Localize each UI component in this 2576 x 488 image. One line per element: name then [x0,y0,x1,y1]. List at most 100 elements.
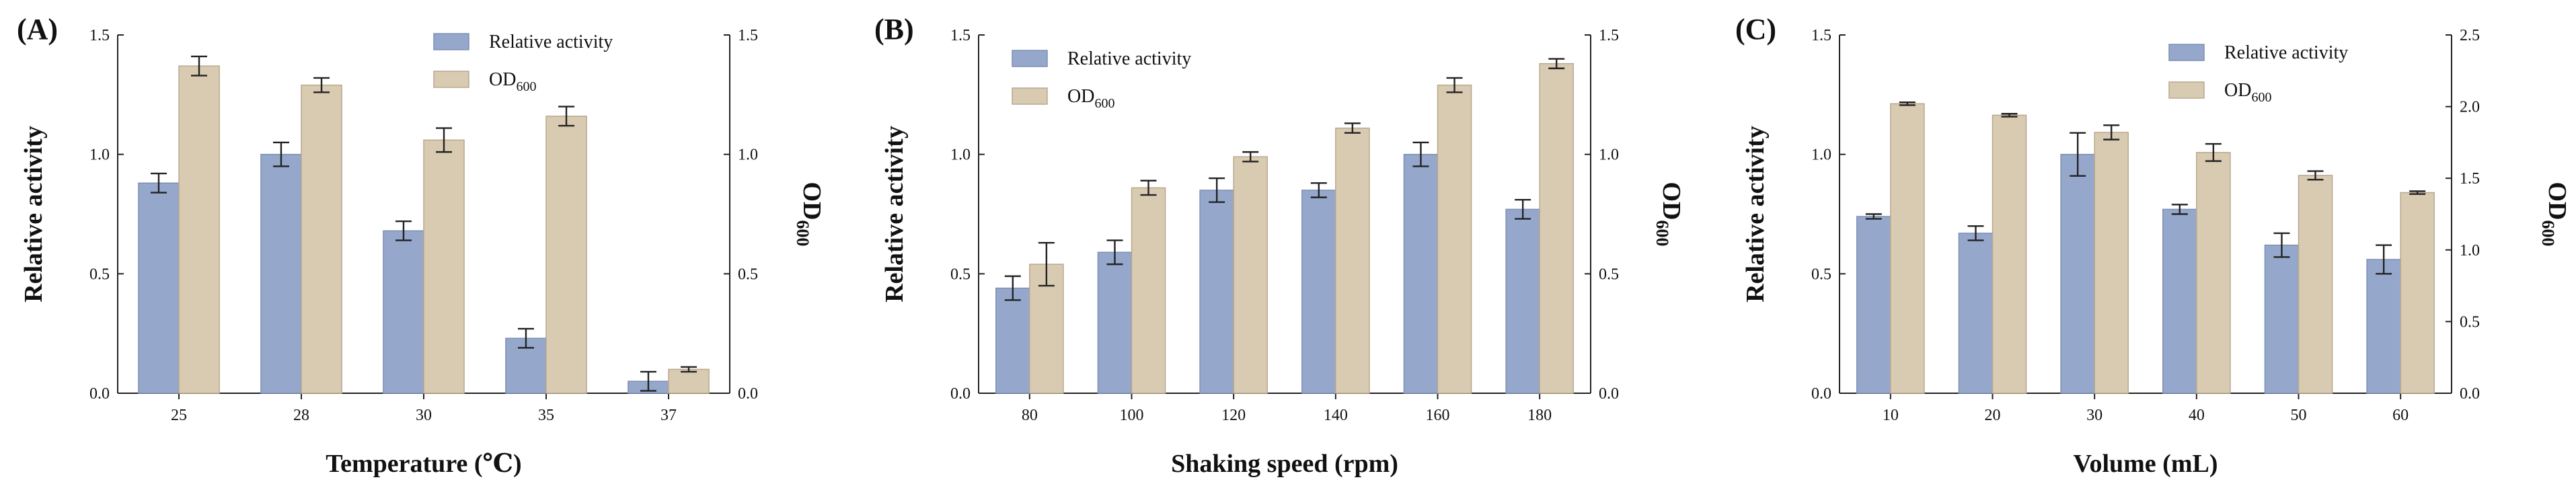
left-tick-label: 0.5 [1811,266,1831,283]
bar-relative-activity [2264,244,2300,394]
right-y-axis-label-main: OD [1657,182,1685,220]
legend-label-od600-sub: 600 [1094,96,1114,111]
x-tick-label: 140 [1324,407,1348,424]
left-tick-label: 0.5 [89,266,110,283]
bar-relative-activity [383,230,424,394]
error-bar-relative-activity [395,220,412,241]
x-tick-label: 40 [2189,407,2205,424]
legend-label-relative-activity: Relative activity [489,32,613,52]
right-tick-label: 0.5 [738,266,758,283]
error-bar-relative-activity [272,141,289,167]
right-tick-label: 0.5 [2460,313,2480,331]
right-tick-label: 1.5 [1599,27,1619,44]
error-bar-od600 [436,127,453,153]
legend-label-od600-main: OD [2224,80,2251,101]
error-bar-relative-activity [640,370,656,392]
x-tick-label: 28 [293,407,309,424]
legend: Relative activity OD600 [2168,42,2348,105]
bar-od600 [2298,175,2333,394]
bar-od600 [545,116,587,394]
x-tick-label: 25 [171,407,187,424]
legend-swatch-od600 [1012,87,1048,105]
legend-label-od600-main: OD [1067,86,1094,107]
error-bar-od600 [1038,241,1055,287]
x-tick-label: 80 [1022,407,1038,424]
legend-swatch-relative-activity [1012,50,1048,67]
right-y-axis-label-main: OD [798,182,826,220]
x-tick-label: 50 [2291,407,2307,424]
right-tick-label: 1.0 [2460,242,2480,259]
error-bar-relative-activity [1515,198,1531,220]
left-tick-label: 0.5 [950,266,971,283]
x-tick-label: 10 [1883,407,1899,424]
bar-relative-activity [1505,208,1540,394]
panel-label: (A) [17,13,58,46]
legend-label-relative-activity: Relative activity [2224,42,2348,63]
bar-relative-activity [1958,233,1994,394]
bar-od600 [1335,127,1370,394]
error-bar-od600 [1446,77,1463,93]
panel-label: (B) [874,13,914,46]
error-bar-relative-activity [2376,244,2392,275]
right-tick-label: 0.5 [1599,266,1619,283]
legend: Relative activity OD600 [433,32,613,94]
bar-od600 [2400,192,2435,394]
x-axis-label: Shaking speed (rpm) [1171,450,1398,478]
error-bar-od600 [191,55,208,77]
right-tick-label: 0.0 [738,385,758,403]
right-tick-label: 0.0 [2460,385,2480,403]
right-y-axis-label-sub: 600 [793,220,812,247]
left-tick-label: 0.0 [1811,385,1831,403]
error-bar-od600 [1242,151,1259,163]
left-tick-label: 1.5 [89,27,110,44]
right-tick-label: 2.0 [2460,99,2480,116]
bar-od600 [1437,84,1472,394]
error-bar-od600 [558,106,575,127]
x-tick-label: 160 [1426,407,1450,424]
left-y-axis-label: Relative activity [880,126,909,302]
right-y-axis-label: OD600 [2538,182,2571,247]
x-tick-label: 180 [1527,407,1552,424]
bar-od600 [1233,156,1268,394]
bar-od600 [301,84,342,394]
error-bar-relative-activity [2171,204,2188,215]
x-axis-label: Volume (mL) [2074,450,2218,478]
error-bar-od600 [2409,190,2426,195]
legend-label-od600: OD600 [2224,80,2271,105]
error-bar-od600 [681,366,697,373]
right-y-axis-label: OD600 [1653,182,1685,247]
right-y-axis-label: OD600 [793,182,826,247]
bar-relative-activity [1856,216,1891,394]
error-bar-relative-activity [517,327,534,349]
left-tick-label: 1.0 [89,147,110,164]
bar-od600 [668,368,710,394]
error-bar-od600 [1548,58,1565,69]
error-bar-od600 [1899,101,1916,106]
left-y-axis-label: Relative activity [20,126,48,302]
right-tick-label: 1.0 [1599,147,1619,164]
legend-label-relative-activity: Relative activity [1067,48,1191,69]
error-bar-relative-activity [1209,177,1225,203]
legend-swatch-relative-activity [433,33,469,50]
x-tick-label: 60 [2392,407,2409,424]
bar-relative-activity [2060,153,2095,394]
error-bar-relative-activity [1004,275,1021,301]
error-bar-relative-activity [1106,239,1123,266]
chart-panel-2: 0.0 0.5 1.0 1.5 0.0 0.5 1.0 1.5 80 100 120 140 160 18… [874,13,1685,478]
legend-label-od600-sub: 600 [516,79,536,94]
bar-od600 [2196,152,2231,394]
x-tick-label: 30 [416,407,432,424]
x-tick-label: 37 [660,407,677,424]
bar-relative-activity [2366,259,2401,394]
bar-relative-activity [1199,190,1234,394]
error-bar-od600 [1344,122,1361,134]
error-bar-od600 [2205,143,2222,162]
legend-swatch-relative-activity [2168,44,2205,61]
legend-label-od600: OD600 [1067,86,1114,111]
bar-relative-activity [138,182,180,394]
left-tick-label: 0.0 [950,385,971,403]
bar-od600 [1890,103,1925,394]
bar-od600 [1539,63,1574,394]
error-bar-relative-activity [1412,141,1429,167]
